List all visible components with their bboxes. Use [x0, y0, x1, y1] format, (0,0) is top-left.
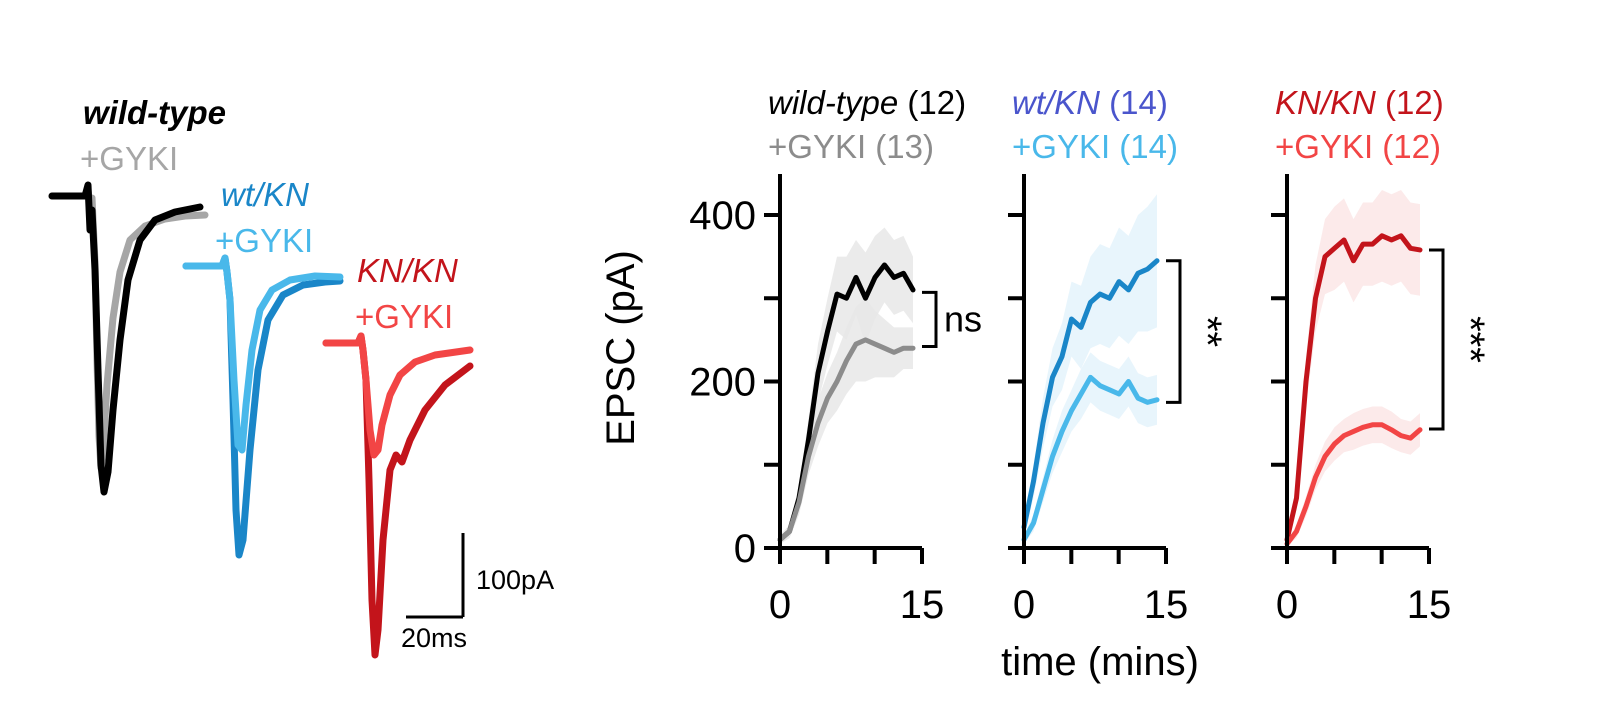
- legend-entry: KN/KN (12): [1275, 84, 1444, 121]
- series-line-control: [1021, 258, 1160, 530]
- scale-bar: 100pA 20ms: [401, 533, 554, 653]
- x-tick-label: 15: [1144, 583, 1189, 627]
- scale-bar-time-label: 20ms: [401, 623, 467, 653]
- sem-band-GYKI: [780, 298, 913, 544]
- legend-count: (12): [1376, 84, 1444, 121]
- legend-text: +GYKI: [1275, 128, 1373, 165]
- legend-text: wt/KN: [1012, 84, 1100, 121]
- legend-entry: wt/KN (14): [1012, 84, 1168, 121]
- significance-bracket: [922, 290, 938, 349]
- trace-label-wt-kn: wt/KN: [221, 176, 309, 213]
- legend-entry: +GYKI (12): [1275, 128, 1441, 165]
- legend-entry: +GYKI (14): [1012, 128, 1178, 165]
- series-line-GYKI: [1021, 374, 1160, 543]
- trace-wild-type: [48, 181, 204, 496]
- legend-count: (12): [898, 84, 966, 121]
- trace-label-kn-kn: KN/KN: [357, 252, 458, 289]
- significance-bracket: [1166, 259, 1182, 404]
- panel-2: wt/KN (14)+GYKI (14)0 15**: [1008, 84, 1229, 627]
- sem-band-GYKI: [1024, 352, 1157, 544]
- legend-count: (14): [1100, 84, 1168, 121]
- series-line-GYKI: [777, 337, 916, 543]
- x-tick-label: 0: [1013, 583, 1035, 627]
- x-tick-label: 15: [900, 583, 945, 627]
- legend-count: (12): [1373, 128, 1441, 165]
- x-tick-label: 0: [1276, 583, 1298, 627]
- significance-bracket: [1429, 248, 1445, 431]
- legend-text: wild-type: [768, 84, 898, 121]
- y-tick-label: 400: [689, 194, 756, 238]
- trace-label-kn-kn-gyki: +GYKI: [355, 298, 453, 335]
- legend-count: (14): [1110, 128, 1178, 165]
- significance-label: **: [1185, 316, 1229, 347]
- series-line-GYKI: [1284, 422, 1423, 547]
- series-line-control: [1284, 233, 1423, 543]
- legend-text: +GYKI: [1012, 128, 1110, 165]
- traces-panel: wild-type +GYKI wt/KN +GYKI KN/KN +GYKI …: [48, 94, 554, 659]
- legend-count: (13): [866, 128, 934, 165]
- trace-label-wild-type-gyki: +GYKI: [80, 140, 178, 177]
- sem-band-control: [780, 227, 913, 544]
- significance-label: ***: [1448, 316, 1492, 363]
- scale-bar-current-label: 100pA: [476, 565, 554, 595]
- time-course-charts: EPSC (pA) time (mins) wild-type (12)+GYK…: [599, 84, 1492, 684]
- y-tick-label: 200: [689, 361, 756, 405]
- trace-wt-kn-gyki: [182, 254, 344, 454]
- legend-text: +GYKI: [768, 128, 866, 165]
- legend-entry: +GYKI (13): [768, 128, 934, 165]
- sem-band-GYKI: [1287, 406, 1420, 547]
- x-axis-label: time (mins): [1001, 640, 1199, 684]
- x-tick-label: 0: [769, 583, 791, 627]
- trace-label-wild-type: wild-type: [83, 94, 226, 131]
- panel-3: KN/KN (12)+GYKI (12)0 15***: [1271, 84, 1492, 627]
- y-axis-label: EPSC (pA): [599, 250, 643, 446]
- trace-label-wt-kn-gyki: +GYKI: [215, 222, 313, 259]
- trace-wild-type-gyki: [48, 186, 209, 472]
- legend-text: KN/KN: [1275, 84, 1376, 121]
- panel-1: wild-type (12) +GYKI (13) 0 200 400 0 15 ns: [689, 84, 982, 627]
- x-tick-label: 15: [1407, 583, 1452, 627]
- trace-kn-kn-gyki: [322, 332, 474, 459]
- y-tick-label: 0: [734, 527, 756, 571]
- legend-entry: wild-type (12): [768, 84, 966, 121]
- significance-label: ns: [944, 298, 982, 339]
- sem-band-control: [1024, 194, 1157, 536]
